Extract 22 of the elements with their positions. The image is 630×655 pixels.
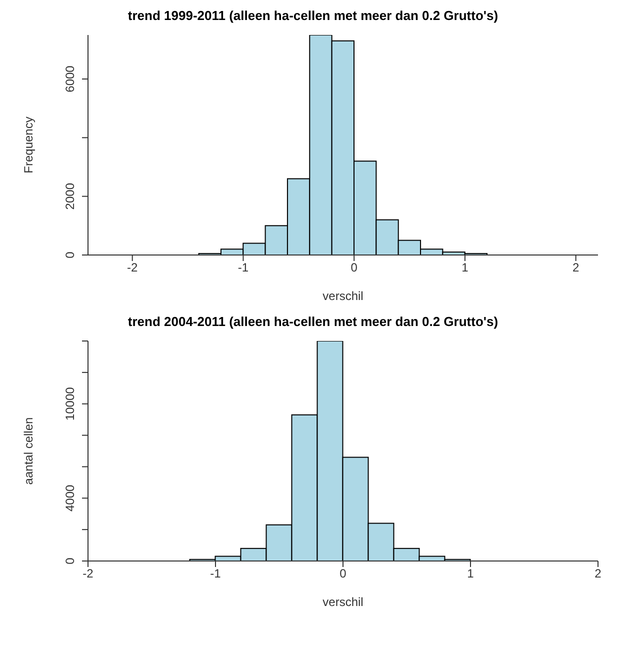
x-tick-label: 1 <box>467 566 474 581</box>
chart-title: trend 2004-2011 (alleen ha-cellen met meer dan 0.2 Grutto's) <box>126 314 500 329</box>
x-tick-label: -1 <box>210 566 222 581</box>
x-tick-label: 2 <box>572 260 580 275</box>
y-tick-label: 2000 <box>63 182 77 210</box>
x-tick-label: 1 <box>462 260 469 275</box>
x-tick-label: 2 <box>594 566 602 581</box>
y-tick-label: 10000 <box>63 386 77 421</box>
y-tick-label: 0 <box>63 557 77 564</box>
x-axis-title: verschil <box>322 289 364 303</box>
x-tick-label: 0 <box>350 260 358 275</box>
y-tick-label: 6000 <box>63 65 77 92</box>
y-tick-label: 0 <box>63 251 77 258</box>
x-tick-label: -2 <box>82 566 94 581</box>
chart-title: trend 1999-2011 (alleen ha-cellen met meer dan 0.2 Grutto's) <box>126 8 500 23</box>
x-tick-label: 0 <box>340 566 347 581</box>
y-tick-label: 4000 <box>63 484 77 512</box>
y-axis-title: aantal cellen <box>21 417 36 485</box>
x-axis-title: verschil <box>322 595 364 609</box>
y-axis-title: Frequency <box>21 116 36 174</box>
x-tick-label: -2 <box>127 260 138 275</box>
x-tick-label: -1 <box>238 260 249 275</box>
